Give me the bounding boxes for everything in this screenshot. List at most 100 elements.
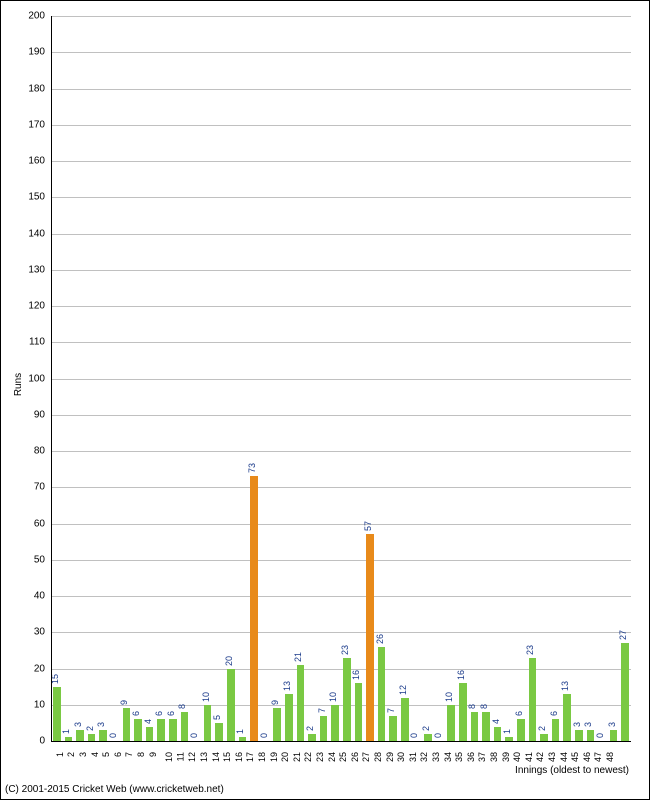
ytick-label: 90 <box>1 409 45 420</box>
gridline <box>51 234 631 235</box>
gridline <box>51 451 631 452</box>
xtick-label: 19 <box>269 752 279 762</box>
bar <box>355 683 363 741</box>
bar <box>587 730 595 741</box>
xtick-label: 43 <box>547 752 557 762</box>
bar <box>401 698 409 742</box>
bar <box>227 669 235 742</box>
bar <box>529 658 537 741</box>
gridline <box>51 524 631 525</box>
chart-container: 1513230964668010520173091321271023165726… <box>0 0 650 800</box>
bar <box>146 727 154 742</box>
xtick-label: 20 <box>280 752 290 762</box>
xtick-label: 37 <box>477 752 487 762</box>
xtick-label: 30 <box>396 752 406 762</box>
bar-value-label: 13 <box>560 681 570 691</box>
xtick-label: 47 <box>593 752 603 762</box>
bar-value-label: 3 <box>572 722 582 727</box>
bar-value-label: 1 <box>502 729 512 734</box>
bar-value-label: 21 <box>293 652 303 662</box>
bar <box>297 665 305 741</box>
xtick-label: 13 <box>199 752 209 762</box>
xtick-label: 10 <box>164 752 174 762</box>
bar-value-label: 7 <box>317 708 327 713</box>
ytick-label: 200 <box>1 11 45 22</box>
ytick-label: 20 <box>1 663 45 674</box>
bar <box>215 723 223 741</box>
bar <box>389 716 397 741</box>
bar-value-label: 3 <box>583 722 593 727</box>
y-axis-line <box>51 16 52 741</box>
bar <box>88 734 96 741</box>
xtick-label: 33 <box>431 752 441 762</box>
ytick-label: 170 <box>1 119 45 130</box>
xtick-label: 12 <box>187 752 197 762</box>
bar-value-label: 6 <box>549 711 559 716</box>
bar-value-label: 0 <box>189 733 199 738</box>
bar <box>308 734 316 741</box>
bar <box>621 643 629 741</box>
bar-value-label: 9 <box>119 700 129 705</box>
xtick-label: 26 <box>350 752 360 762</box>
bar-value-label: 10 <box>444 692 454 702</box>
bar-value-label: 8 <box>479 704 489 709</box>
bar-value-label: 5 <box>212 715 222 720</box>
xtick-label: 40 <box>512 752 522 762</box>
ytick-label: 30 <box>1 627 45 638</box>
x-axis-label: Innings (oldest to newest) <box>515 765 629 776</box>
bar-value-label: 2 <box>421 726 431 731</box>
gridline <box>51 16 631 17</box>
xtick-label: 6 <box>113 752 123 757</box>
gridline <box>51 89 631 90</box>
bar <box>447 705 455 741</box>
bar-value-label: 0 <box>108 733 118 738</box>
bar <box>517 719 525 741</box>
bar <box>250 476 258 741</box>
bar-value-label: 6 <box>514 711 524 716</box>
xtick-label: 46 <box>582 752 592 762</box>
bar-value-label: 4 <box>143 718 153 723</box>
xtick-label: 29 <box>385 752 395 762</box>
ytick-label: 0 <box>1 736 45 747</box>
gridline <box>51 52 631 53</box>
bar <box>181 712 189 741</box>
ytick-label: 180 <box>1 83 45 94</box>
gridline <box>51 669 631 670</box>
gridline <box>51 342 631 343</box>
bar-value-label: 13 <box>282 681 292 691</box>
bar <box>157 719 165 741</box>
bar <box>99 730 107 741</box>
xtick-label: 11 <box>175 752 185 761</box>
bar-value-label: 10 <box>328 692 338 702</box>
xtick-label: 21 <box>292 752 302 762</box>
gridline <box>51 197 631 198</box>
xtick-label: 18 <box>257 752 267 762</box>
bar-value-label: 1 <box>61 729 71 734</box>
ytick-label: 140 <box>1 228 45 239</box>
xtick-label: 16 <box>234 752 244 762</box>
xtick-label: 3 <box>78 752 88 757</box>
bar-value-label: 9 <box>270 700 280 705</box>
bar <box>540 734 548 741</box>
xtick-label: 44 <box>559 752 569 762</box>
ytick-label: 190 <box>1 47 45 58</box>
gridline <box>51 632 631 633</box>
ytick-label: 10 <box>1 699 45 710</box>
bar-value-label: 2 <box>537 726 547 731</box>
xtick-label: 17 <box>245 752 255 762</box>
bar <box>610 730 618 741</box>
bar-value-label: 16 <box>351 670 361 680</box>
bar-value-label: 0 <box>595 733 605 738</box>
bar <box>273 708 281 741</box>
bar-value-label: 57 <box>363 521 373 531</box>
ytick-label: 120 <box>1 301 45 312</box>
xtick-label: 27 <box>361 752 371 762</box>
gridline <box>51 270 631 271</box>
bar <box>331 705 339 741</box>
x-axis-line <box>51 741 631 742</box>
ytick-label: 110 <box>1 337 45 348</box>
bar-value-label: 73 <box>247 463 257 473</box>
bar <box>575 730 583 741</box>
bar <box>285 694 293 741</box>
bar-value-label: 0 <box>259 733 269 738</box>
